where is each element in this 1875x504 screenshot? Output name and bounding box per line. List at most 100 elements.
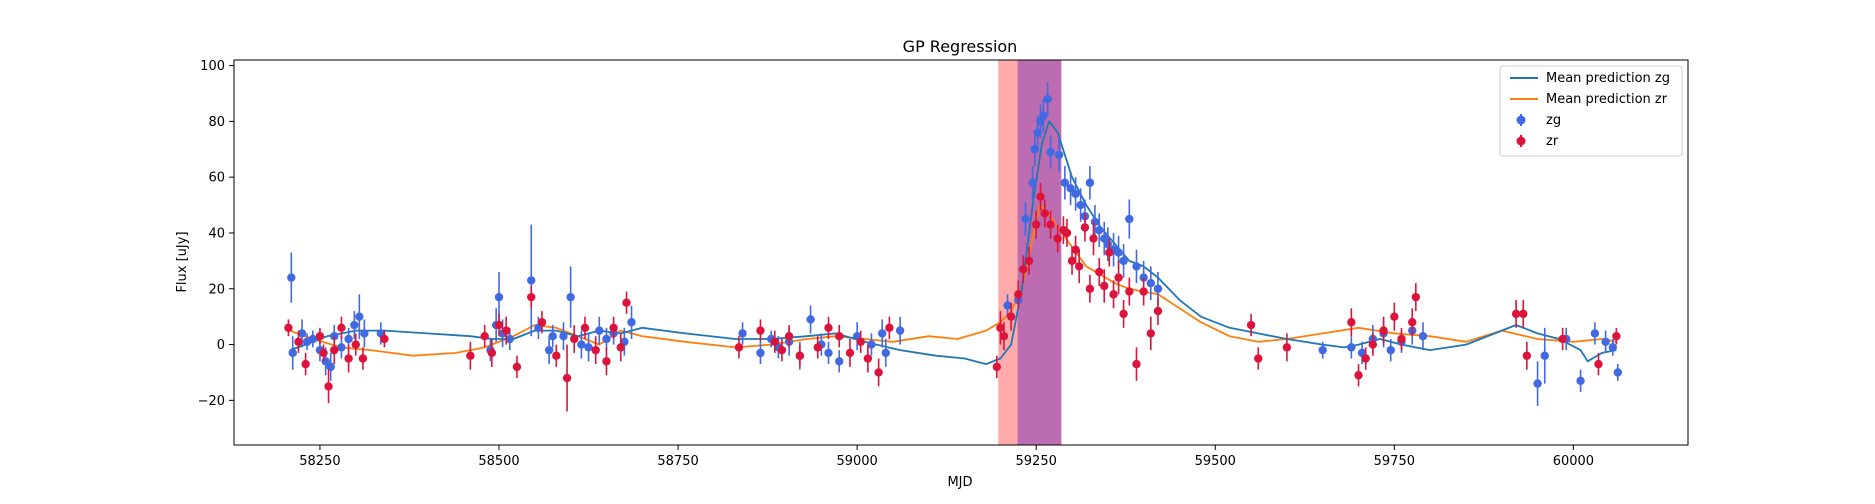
chart-title: GP Regression: [903, 37, 1018, 56]
point-zr: [301, 359, 310, 369]
point-zr: [284, 323, 293, 333]
point-zr: [609, 323, 618, 333]
point-zr: [1558, 334, 1567, 344]
point-zr: [756, 326, 765, 335]
point-zr: [1032, 220, 1041, 229]
point-zr: [874, 368, 883, 377]
point-zr: [622, 298, 631, 307]
point-zg: [1601, 337, 1610, 346]
y-axis-ticks: −20 0 20 40 60 80 100: [198, 59, 234, 409]
observation-points: [284, 82, 1623, 412]
point-zr: [1062, 228, 1072, 238]
point-zr: [380, 334, 389, 344]
point-zr: [351, 340, 360, 349]
point-zg: [1095, 225, 1104, 235]
point-zg: [1386, 345, 1395, 355]
point-zr: [1014, 290, 1023, 299]
point-zg: [330, 331, 339, 341]
point-zg: [627, 318, 636, 327]
point-zg: [1066, 184, 1075, 193]
point-zr: [324, 382, 333, 391]
point-zg: [1418, 331, 1428, 341]
point-zr: [1246, 320, 1256, 330]
y-tick-label: −20: [198, 394, 225, 409]
point-zr: [319, 348, 328, 358]
point-zr: [845, 348, 855, 358]
point-zr: [1085, 284, 1095, 293]
x-tick-label: 59500: [1195, 454, 1236, 469]
point-zg: [1039, 111, 1048, 120]
point-zg: [584, 343, 593, 352]
point-zg: [1590, 329, 1600, 338]
point-zg: [1125, 214, 1134, 224]
point-zr: [1254, 354, 1263, 363]
point-zr: [1125, 287, 1134, 296]
point-zg: [527, 276, 536, 285]
point-zr: [330, 345, 339, 355]
point-zr: [1612, 331, 1621, 341]
point-zr: [512, 362, 522, 372]
y-tick-label: 100: [200, 59, 225, 74]
point-zg: [1085, 178, 1095, 187]
point-zr: [885, 323, 894, 333]
line-mean-prediction-zr: [289, 204, 1617, 357]
point-zr: [1354, 371, 1363, 380]
point-zr: [1105, 248, 1114, 257]
point-zr: [1046, 220, 1055, 229]
legend: Mean prediction zg Mean prediction zr zg…: [1499, 65, 1683, 157]
point-zr: [1397, 334, 1406, 344]
point-zg: [1060, 178, 1070, 187]
x-axis-label: MJD: [947, 475, 972, 490]
point-zg: [1132, 262, 1141, 271]
point-zr: [1411, 292, 1421, 302]
point-zr: [527, 292, 536, 302]
y-tick-label: 0: [217, 338, 225, 353]
point-zg: [566, 292, 575, 302]
point-zg: [1608, 343, 1617, 352]
point-zr: [1594, 359, 1603, 369]
point-zr: [835, 331, 844, 341]
point-zg: [288, 348, 297, 358]
point-zg: [559, 331, 568, 341]
point-zr: [570, 334, 579, 344]
point-zr: [1100, 281, 1109, 291]
point-zg: [806, 315, 815, 324]
point-zr: [537, 318, 547, 327]
point-zr: [1080, 223, 1090, 232]
point-zr: [1067, 256, 1077, 266]
point-zg: [1054, 150, 1064, 160]
point-zr: [784, 331, 794, 341]
y-tick-label: 40: [208, 226, 225, 241]
point-zr: [1519, 309, 1528, 319]
point-zr: [1074, 262, 1084, 271]
point-zr: [999, 331, 1009, 341]
point-zr: [1368, 340, 1378, 349]
point-zg: [1540, 351, 1549, 360]
point-zr: [1053, 234, 1062, 243]
point-zr: [501, 326, 511, 335]
point-zg: [337, 343, 346, 352]
legend-label-zr: zr: [1546, 134, 1559, 149]
x-tick-label: 59000: [836, 454, 877, 469]
point-zg: [602, 334, 611, 344]
point-zg: [835, 357, 844, 366]
legend-marker-zr: [1516, 136, 1526, 146]
series-zr: [284, 182, 1621, 412]
point-zg: [756, 348, 765, 358]
point-zr: [616, 343, 625, 352]
point-zr: [1040, 209, 1050, 218]
point-zg: [1576, 376, 1585, 386]
legend-label-zg: zg: [1546, 113, 1561, 128]
point-zr: [552, 351, 561, 360]
point-zg: [1071, 189, 1080, 199]
point-zr: [344, 354, 353, 363]
point-zr: [1036, 192, 1045, 201]
point-zg: [544, 345, 554, 355]
point-zr: [1522, 351, 1532, 360]
line-mean-prediction-zg: [289, 120, 1617, 366]
y-tick-label: 60: [208, 171, 225, 186]
point-zr: [1089, 234, 1098, 243]
point-zg: [1028, 178, 1037, 187]
point-zg: [1046, 147, 1055, 157]
point-zg: [1043, 94, 1052, 104]
